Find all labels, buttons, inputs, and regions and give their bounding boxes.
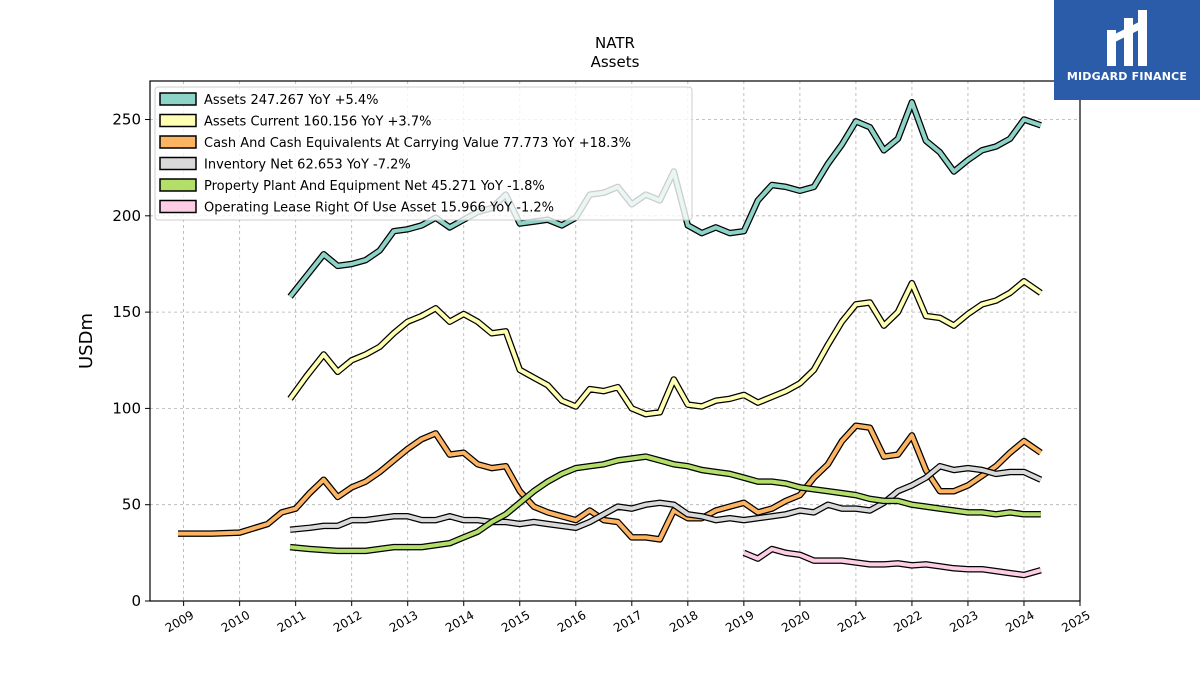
x-tick-label: 2009: [163, 608, 196, 635]
x-tick-label: 2012: [331, 608, 364, 635]
y-tick-label: 250: [112, 111, 141, 129]
x-tick-label: 2021: [835, 608, 868, 635]
y-tick-label: 50: [122, 496, 141, 514]
x-tick-label: 2022: [891, 608, 924, 635]
y-tick-label: 200: [112, 207, 141, 225]
x-tick-label: 2018: [667, 608, 700, 635]
legend-label: Inventory Net 62.653 YoY -7.2%: [204, 158, 411, 173]
y-tick-label: 100: [112, 399, 141, 417]
y-tick-label: 150: [112, 303, 141, 321]
legend-swatch: [159, 156, 197, 171]
midgard-finance-logo: MIDGARD FINANCE: [1054, 0, 1200, 100]
legend-box: [154, 86, 693, 221]
legend-swatch: [159, 113, 197, 128]
legend-label: Cash And Cash Equivalents At Carrying Va…: [204, 136, 631, 151]
x-tick-label: 2020: [779, 608, 812, 635]
legend-label: Operating Lease Right Of Use Asset 15.96…: [204, 201, 554, 216]
legend-swatch: [159, 135, 197, 149]
chart-subtitle: Assets: [591, 53, 640, 71]
series-line: [288, 279, 1042, 417]
x-tick-label: 2023: [947, 608, 980, 635]
legend-label: Assets 247.267 YoY +5.4%: [204, 93, 379, 108]
y-axis-label: USDm: [76, 313, 97, 369]
legend-label: Property Plant And Equipment Net 45.271 …: [204, 179, 545, 194]
x-tick-label: 2014: [443, 608, 476, 635]
legend-swatch: [159, 199, 197, 214]
x-tick-label: 2017: [611, 608, 644, 635]
legend: Assets 247.267 YoY +5.4% Assets Current 1…: [154, 86, 693, 221]
x-tick-label: 2024: [1003, 608, 1036, 635]
x-tick-label: 2016: [555, 608, 588, 635]
logo-mark-icon: [1107, 10, 1147, 66]
x-tick-label: 2019: [723, 608, 756, 635]
logo-text: MIDGARD FINANCE: [1066, 70, 1188, 83]
series-line: [289, 464, 1042, 532]
x-tick-label: 2013: [387, 608, 420, 635]
series-line: [178, 423, 1042, 542]
legend-swatch: [159, 92, 197, 106]
x-tick-label: 2025: [1059, 608, 1092, 635]
x-tick-label: 2015: [499, 608, 532, 635]
x-tick-label: 2010: [219, 608, 252, 635]
plot-frame: [149, 80, 1081, 602]
x-tick-label: 2011: [275, 608, 308, 635]
legend-label: Assets Current 160.156 YoY +3.7%: [204, 115, 431, 130]
chart-title: NATR: [595, 34, 635, 52]
series-line: [743, 547, 1042, 577]
y-tick-label: 0: [131, 592, 141, 610]
series-line: [289, 454, 1041, 553]
legend-swatch: [159, 178, 197, 192]
